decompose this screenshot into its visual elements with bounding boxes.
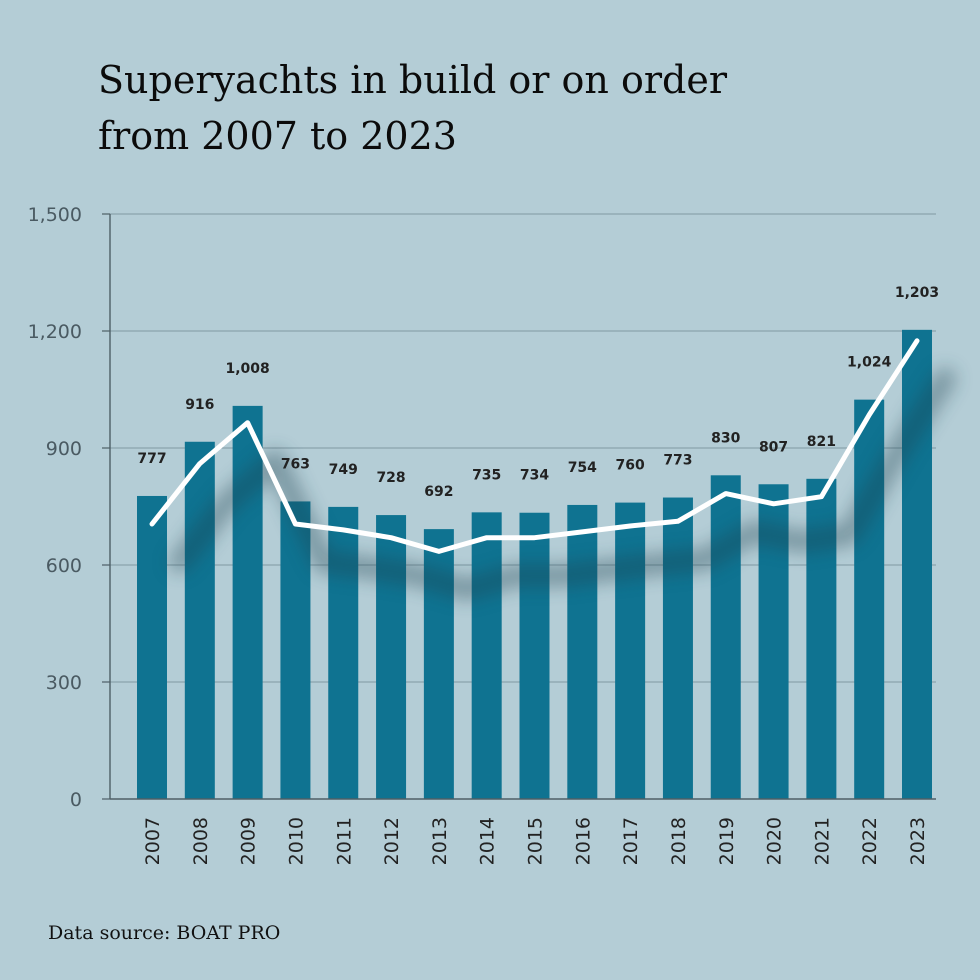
x-tick-label-2018: 2018 xyxy=(668,817,690,865)
data-source-note: Data source: BOAT PRO xyxy=(48,922,281,944)
x-tick-label-2012: 2012 xyxy=(381,817,403,865)
y-tick-label-900: 900 xyxy=(46,438,82,460)
data-label-2008: 916 xyxy=(185,397,214,413)
chart-title-line-1: Superyachts in build or on order xyxy=(98,58,728,102)
x-tick-label-2015: 2015 xyxy=(525,817,547,865)
bar-2017 xyxy=(615,502,646,799)
chart-title-line-2: from 2007 to 2023 xyxy=(98,114,457,158)
x-tick-label-2021: 2021 xyxy=(811,817,833,865)
data-label-2014: 735 xyxy=(472,467,501,483)
x-tick-label-2014: 2014 xyxy=(477,817,499,865)
data-label-2022: 1,024 xyxy=(847,355,892,371)
axes xyxy=(109,214,936,800)
bar-2019 xyxy=(710,475,741,799)
x-tick-label-2007: 2007 xyxy=(142,817,164,865)
bar-2016 xyxy=(567,504,598,799)
bar-2008 xyxy=(184,441,215,799)
data-label-2012: 728 xyxy=(376,470,405,486)
x-axis-ticks: 2007 2008 2009 2010 2011 2012 2013 2014 2015 2016… xyxy=(142,817,929,865)
data-label-2009: 1,008 xyxy=(225,361,269,377)
data-label-2019: 830 xyxy=(711,430,740,446)
data-label-2015: 734 xyxy=(520,468,549,484)
data-label-2013: 692 xyxy=(424,484,453,500)
y-tick-label-300: 300 xyxy=(46,672,82,694)
x-tick-label-2013: 2013 xyxy=(429,817,451,865)
x-tick-label-2023: 2023 xyxy=(907,817,929,865)
data-label-2018: 773 xyxy=(663,453,692,469)
data-labels: 777 916 1,008 763 749 728 692 735 734 754 760 773 83… xyxy=(137,285,939,500)
x-tick-label-2020: 2020 xyxy=(764,817,786,865)
x-tick-label-2010: 2010 xyxy=(285,817,307,865)
x-tick-label-2022: 2022 xyxy=(859,817,881,865)
data-label-2011: 749 xyxy=(329,462,358,478)
y-tick-label-600: 600 xyxy=(46,555,82,577)
bar-2007 xyxy=(137,495,167,799)
data-label-2016: 754 xyxy=(568,460,597,476)
x-tick-label-2009: 2009 xyxy=(238,817,260,865)
x-tick-label-2017: 2017 xyxy=(620,817,642,865)
bars xyxy=(137,329,932,799)
x-tick-label-2011: 2011 xyxy=(333,817,355,865)
x-tick-label-2016: 2016 xyxy=(572,817,594,865)
y-axis-ticks: 0 300 600 900 1,200 1,500 xyxy=(28,204,110,811)
bar-2010 xyxy=(280,501,311,799)
x-tick-label-2008: 2008 xyxy=(190,817,212,865)
bar-2012 xyxy=(376,515,407,799)
bar-2015 xyxy=(519,512,550,799)
bar-2011 xyxy=(328,506,359,799)
data-label-2021: 821 xyxy=(807,434,836,450)
trend-line-path xyxy=(149,338,920,554)
data-label-2023: 1,203 xyxy=(895,285,939,301)
chart-title: Superyachts in build or on order from 20… xyxy=(98,52,918,164)
y-tick-label-1500: 1,500 xyxy=(28,204,82,226)
data-label-2010: 763 xyxy=(281,456,310,472)
bar-2014 xyxy=(471,512,502,799)
y-tick-label-1200: 1,200 xyxy=(28,321,82,343)
trend-line xyxy=(149,338,920,554)
bar-2022 xyxy=(854,399,885,799)
data-label-2007: 777 xyxy=(137,451,166,467)
x-tick-label-2019: 2019 xyxy=(716,817,738,865)
data-label-2017: 760 xyxy=(616,458,645,474)
data-label-2020: 807 xyxy=(759,439,788,455)
bar-2018 xyxy=(662,497,693,799)
trend-line-shadow xyxy=(169,367,956,601)
y-tick-label-0: 0 xyxy=(70,789,82,811)
trend-shadow xyxy=(169,367,956,601)
